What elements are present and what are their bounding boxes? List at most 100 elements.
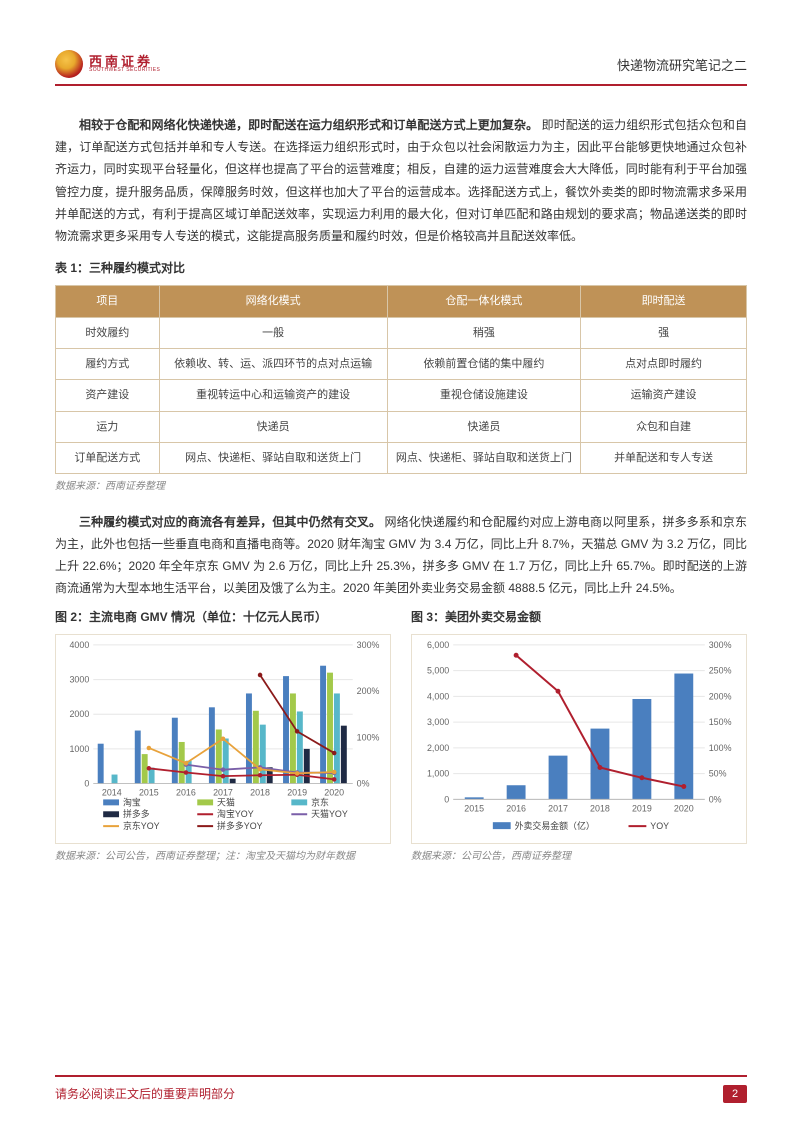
svg-text:50%: 50% [709, 768, 727, 778]
table-cell: 重视转运中心和运输资产的建设 [159, 380, 387, 411]
svg-text:京东YOY: 京东YOY [123, 820, 160, 831]
svg-text:1000: 1000 [69, 744, 89, 754]
table-cell: 稍强 [387, 317, 580, 348]
table-cell: 重视仓储设施建设 [387, 380, 580, 411]
svg-text:250%: 250% [709, 665, 732, 675]
svg-text:天猫: 天猫 [217, 796, 235, 807]
svg-text:2015: 2015 [464, 803, 484, 813]
svg-text:2020: 2020 [324, 787, 344, 797]
svg-text:2018: 2018 [590, 803, 610, 813]
svg-text:1,000: 1,000 [427, 768, 449, 778]
chart2-container: 图 2：主流电商 GMV 情况（单位：十亿元人民币） 0100020003000… [55, 606, 391, 867]
svg-text:2016: 2016 [176, 787, 196, 797]
svg-text:0: 0 [84, 778, 89, 788]
table-row: 资产建设重视转运中心和运输资产的建设重视仓储设施建设运输资产建设 [56, 380, 747, 411]
svg-text:2,000: 2,000 [427, 743, 449, 753]
table-cell: 依赖收、转、运、派四环节的点对点运输 [159, 349, 387, 380]
table-cell: 运力 [56, 411, 160, 442]
logo-en: SOUTHWEST SECURITIES [89, 68, 160, 73]
svg-text:2019: 2019 [632, 803, 652, 813]
svg-text:0: 0 [444, 794, 449, 804]
svg-text:2000: 2000 [69, 709, 89, 719]
table-cell: 依赖前置仓储的集中履约 [387, 349, 580, 380]
svg-text:2018: 2018 [250, 787, 270, 797]
table-header-cell: 即时配送 [581, 286, 747, 317]
table-row: 订单配送方式网点、快递柜、驿站自取和送货上门网点、快递柜、驿站自取和送货上门并单… [56, 443, 747, 474]
svg-text:外卖交易金额（亿）: 外卖交易金额（亿） [515, 820, 595, 831]
svg-text:拼多多YOY: 拼多多YOY [217, 820, 263, 831]
comparison-table: 项目网络化模式仓配一体化模式即时配送 时效履约一般稍强强履约方式依赖收、转、运、… [55, 285, 747, 474]
svg-text:淘宝YOY: 淘宝YOY [217, 808, 254, 819]
svg-text:2015: 2015 [139, 787, 159, 797]
chart2-source: 数据来源：公司公告，西南证券整理；注：淘宝及天猫均为财年数据 [55, 848, 391, 867]
table1-title: 表 1：三种履约模式对比 [55, 257, 747, 279]
footer-disclaimer: 请务必阅读正文后的重要声明部分 [55, 1083, 235, 1105]
table-cell: 并单配送和专人专送 [581, 443, 747, 474]
svg-text:100%: 100% [709, 743, 732, 753]
table-cell: 网点、快递柜、驿站自取和送货上门 [159, 443, 387, 474]
table-cell: 履约方式 [56, 349, 160, 380]
svg-text:YOY: YOY [650, 821, 669, 831]
svg-text:3000: 3000 [69, 674, 89, 684]
table-cell: 快递员 [387, 411, 580, 442]
paragraph-1-body: 即时配送的运力组织形式包括众包和自建，订单配送方式包括并单和专人专送。在选择运力… [55, 118, 747, 243]
table-header-cell: 项目 [56, 286, 160, 317]
svg-text:2020: 2020 [674, 803, 694, 813]
svg-text:淘宝: 淘宝 [123, 796, 141, 807]
svg-text:2017: 2017 [548, 803, 568, 813]
table-cell: 快递员 [159, 411, 387, 442]
table-cell: 强 [581, 317, 747, 348]
paragraph-1-lead: 相较于仓配和网络化快递快递，即时配送在运力组织形式和订单配送方式上更加复杂。 [79, 118, 538, 132]
table-header-cell: 仓配一体化模式 [387, 286, 580, 317]
paragraph-2: 三种履约模式对应的商流各有差异，但其中仍然有交叉。 网络化快递履约和仓配履约对应… [55, 511, 747, 600]
svg-text:200%: 200% [357, 686, 380, 696]
svg-text:拼多多: 拼多多 [123, 808, 150, 819]
chart3-svg: 0 1,000 2,000 3,000 4,000 5,000 6,000 0% 50% 100%… [414, 637, 744, 841]
svg-text:4000: 4000 [69, 640, 89, 650]
page-header: 西南证券 SOUTHWEST SECURITIES 快递物流研究笔记之二 [55, 50, 747, 86]
chart3-plot: 0 1,000 2,000 3,000 4,000 5,000 6,000 0% 50% 100%… [411, 634, 747, 844]
svg-text:200%: 200% [709, 691, 732, 701]
table-cell: 一般 [159, 317, 387, 348]
brand-logo: 西南证券 SOUTHWEST SECURITIES [55, 50, 160, 78]
paragraph-2-lead: 三种履约模式对应的商流各有差异，但其中仍然有交叉。 [79, 515, 381, 529]
logo-mark-icon [55, 50, 83, 78]
logo-text: 西南证券 SOUTHWEST SECURITIES [89, 55, 160, 73]
table-cell: 点对点即时履约 [581, 349, 747, 380]
svg-text:2014: 2014 [102, 787, 122, 797]
table-cell: 时效履约 [56, 317, 160, 348]
table-cell: 资产建设 [56, 380, 160, 411]
table-cell: 运输资产建设 [581, 380, 747, 411]
svg-text:天猫YOY: 天猫YOY [311, 808, 348, 819]
chart3-source: 数据来源：公司公告，西南证券整理 [411, 848, 747, 867]
charts-row: 图 2：主流电商 GMV 情况（单位：十亿元人民币） 0100020003000… [55, 606, 747, 867]
table-header-cell: 网络化模式 [159, 286, 387, 317]
page-number: 2 [723, 1085, 747, 1103]
svg-text:300%: 300% [357, 640, 380, 650]
table1-source: 数据来源：西南证券整理 [55, 478, 747, 497]
document-title: 快递物流研究笔记之二 [617, 54, 747, 78]
svg-text:5,000: 5,000 [427, 665, 449, 675]
chart2-plot: 0 1000 2000 3000 4000 0% 100% 200% 300% 2014 2015 2… [55, 634, 391, 844]
svg-text:2017: 2017 [213, 787, 233, 797]
svg-text:6,000: 6,000 [427, 640, 449, 650]
svg-text:150%: 150% [709, 717, 732, 727]
paragraph-1: 相较于仓配和网络化快递快递，即时配送在运力组织形式和订单配送方式上更加复杂。 即… [55, 114, 747, 247]
table-row: 时效履约一般稍强强 [56, 317, 747, 348]
svg-text:4,000: 4,000 [427, 691, 449, 701]
page-footer: 请务必阅读正文后的重要声明部分 2 [55, 1075, 747, 1105]
chart3-title: 图 3：美团外卖交易金额 [411, 606, 747, 628]
svg-text:0%: 0% [357, 778, 370, 788]
svg-text:京东: 京东 [311, 796, 329, 807]
svg-text:3,000: 3,000 [427, 717, 449, 727]
svg-text:300%: 300% [709, 640, 732, 650]
table-cell: 订单配送方式 [56, 443, 160, 474]
chart3-container: 图 3：美团外卖交易金额 0 1,000 2,000 3,000 4,000 5,000 6… [411, 606, 747, 867]
table-row: 履约方式依赖收、转、运、派四环节的点对点运输依赖前置仓储的集中履约点对点即时履约 [56, 349, 747, 380]
table-row: 运力快递员快递员众包和自建 [56, 411, 747, 442]
svg-text:0%: 0% [709, 794, 722, 804]
svg-text:100%: 100% [357, 732, 380, 742]
svg-text:2016: 2016 [506, 803, 526, 813]
table-cell: 众包和自建 [581, 411, 747, 442]
table-header-row: 项目网络化模式仓配一体化模式即时配送 [56, 286, 747, 317]
